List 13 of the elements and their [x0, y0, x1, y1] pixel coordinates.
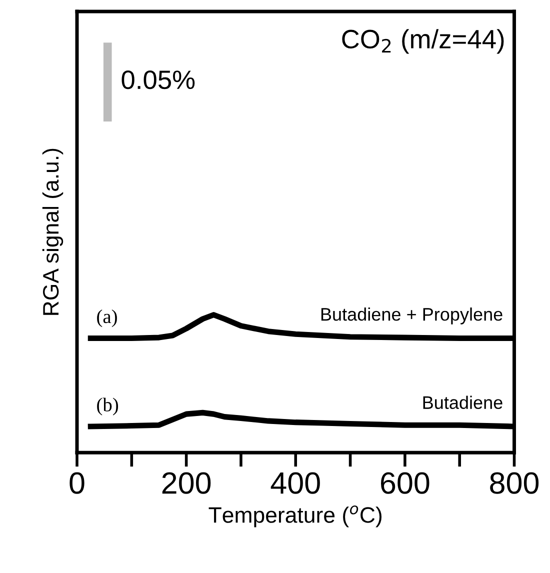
chart-title: CO$_{2}$ (m/z=44) — [342, 29, 504, 54]
x-tick-label: 200 — [162, 472, 211, 494]
annotation: (b) — [97, 398, 118, 416]
x-tick-label: 600 — [381, 472, 430, 494]
x-tick-label: 0 — [70, 472, 84, 494]
text: 0.05% — [122, 70, 195, 90]
series-label: Butadiene — [423, 396, 502, 410]
x-axis-title: Temperature ($^{o}$C) — [208, 505, 382, 528]
x-tick-label: 800 — [490, 472, 539, 494]
series-label: Butadiene + Propylene — [321, 308, 502, 324]
x-tick-label: 400 — [270, 472, 320, 494]
annotation: (a) — [97, 309, 117, 328]
y-axis-title: RGA signal (a.u.) — [42, 148, 64, 315]
